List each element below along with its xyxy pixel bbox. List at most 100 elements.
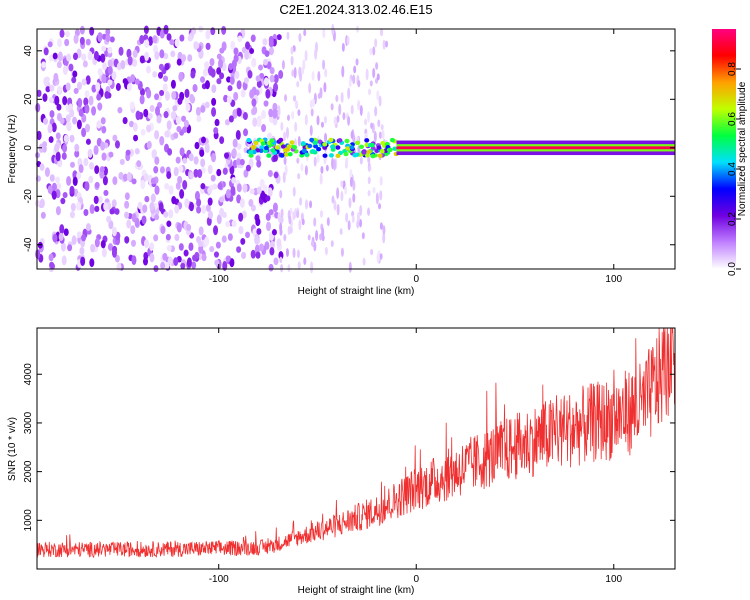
noise-cell (150, 193, 156, 203)
faint-noise-cell (356, 220, 360, 229)
noise-cell (261, 123, 267, 133)
noise-cell (115, 83, 121, 91)
faint-noise-cell (333, 116, 337, 125)
noise-cell (159, 89, 165, 97)
onset-cell (274, 145, 280, 150)
noise-cell (231, 148, 237, 158)
faint-noise-cell (345, 212, 349, 223)
noise-cell (97, 32, 103, 43)
noise-cell (217, 182, 223, 190)
faint-noise-cell (304, 50, 308, 62)
noise-cell (219, 196, 225, 203)
spectrogram-y-tick-label: 0 (23, 145, 34, 151)
noise-cell (51, 182, 57, 191)
faint-noise-cell (339, 228, 343, 235)
noise-cell (267, 187, 273, 198)
noise-cell (254, 235, 260, 245)
faint-noise-cell (301, 66, 305, 75)
noise-cell (265, 212, 271, 221)
noise-cell (188, 153, 194, 162)
onset-cell (330, 144, 336, 149)
noise-cell (143, 239, 149, 249)
noise-cell (54, 95, 60, 106)
noise-cell (256, 186, 262, 195)
noise-cell (139, 35, 145, 45)
noise-cell (236, 183, 242, 193)
noise-cell (228, 115, 234, 123)
noise-cell (139, 55, 145, 64)
faint-noise-cell (309, 200, 313, 209)
noise-cell (111, 247, 117, 258)
noise-cell (187, 34, 193, 42)
noise-cell (190, 70, 196, 79)
noise-cell (269, 240, 275, 249)
noise-cell (79, 246, 85, 256)
faint-noise-cell (348, 197, 352, 209)
noise-cell (146, 140, 152, 150)
noise-cell (126, 83, 132, 92)
noise-cell (101, 125, 107, 134)
faint-noise-cell (342, 112, 346, 120)
noise-cell (79, 36, 85, 45)
noise-cell (178, 243, 184, 251)
noise-cell (205, 204, 211, 212)
faint-noise-cell (348, 78, 352, 88)
noise-cell (52, 52, 58, 60)
noise-cell (124, 211, 130, 219)
faint-noise-cell (370, 248, 374, 256)
onset-cell (246, 137, 252, 143)
onset-cell (250, 145, 256, 150)
faint-noise-cell (361, 232, 365, 240)
faint-noise-cell (324, 246, 328, 256)
onset-cell (328, 137, 334, 143)
faint-noise-cell (321, 227, 325, 239)
noise-cell (263, 58, 269, 66)
faint-noise-cell (335, 94, 339, 103)
faint-noise-cell (367, 155, 371, 164)
onset-cell (376, 145, 382, 150)
noise-cell (66, 53, 72, 62)
faint-noise-cell (331, 23, 335, 36)
noise-cell (69, 134, 75, 143)
onset-cell (377, 153, 383, 158)
noise-cell (39, 163, 45, 171)
faint-noise-cell (368, 164, 372, 172)
noise-cell (183, 119, 189, 128)
faint-noise-cell (367, 111, 371, 123)
noise-cell (200, 105, 206, 113)
faint-noise-cell (310, 261, 314, 274)
faint-noise-cell (369, 47, 373, 56)
faint-noise-cell (291, 110, 295, 120)
noise-cell (89, 162, 95, 170)
noise-cell (93, 50, 99, 61)
noise-cell (140, 128, 146, 136)
noise-cell (73, 87, 79, 95)
noise-cell (85, 38, 91, 46)
noise-cell (207, 164, 213, 175)
faint-noise-cell (319, 173, 323, 185)
noise-cell (256, 159, 262, 168)
noise-cell (153, 166, 159, 174)
noise-cell (60, 197, 66, 205)
noise-cell (108, 151, 114, 158)
noise-cell (255, 75, 261, 82)
faint-noise-cell (341, 65, 345, 78)
noise-cell (186, 257, 192, 268)
noise-cell (149, 242, 155, 251)
noise-cell (236, 158, 242, 166)
noise-cell (276, 34, 282, 41)
noise-cell (48, 136, 54, 143)
faint-noise-cell (341, 42, 345, 52)
noise-cell (237, 35, 243, 42)
noise-cell (59, 117, 65, 125)
faint-noise-cell (317, 71, 321, 82)
noise-cell (111, 71, 117, 81)
colorbar-tick-label: 0.2 (727, 212, 738, 226)
faint-noise-cell (279, 222, 283, 232)
onset-cell (369, 142, 375, 148)
noise-cell (221, 235, 227, 243)
noise-cell (102, 175, 108, 186)
noise-cell (39, 198, 45, 209)
faint-noise-cell (291, 69, 295, 77)
